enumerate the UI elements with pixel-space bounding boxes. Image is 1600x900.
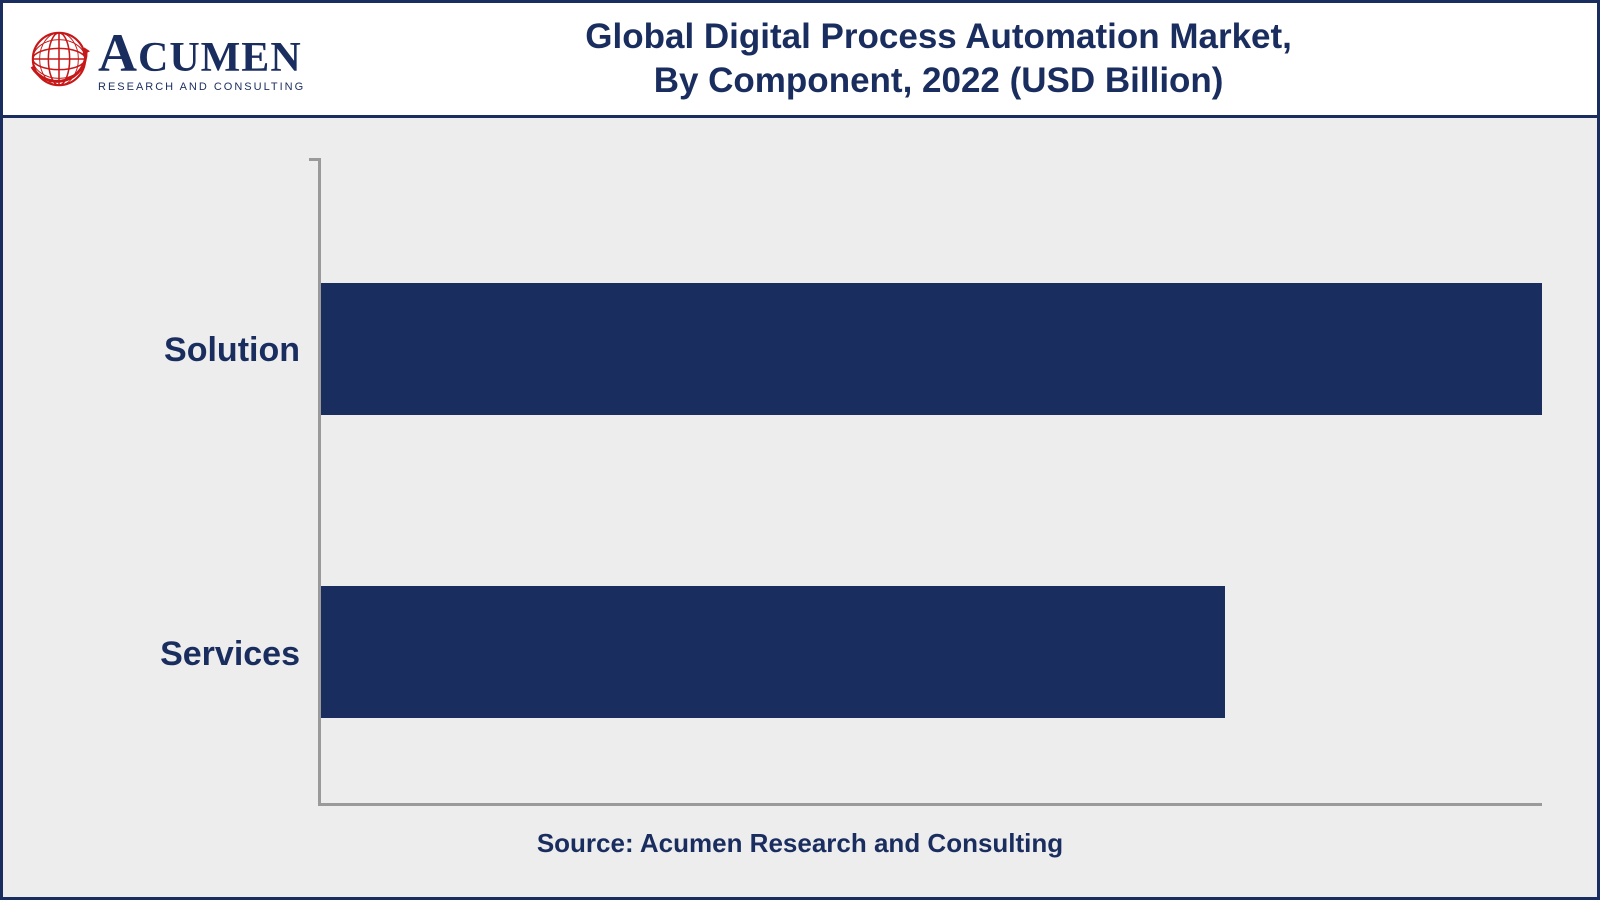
bar-services: [321, 586, 1225, 718]
globe-icon: [28, 28, 90, 90]
category-label: Solution: [164, 331, 300, 370]
bar-solution: [321, 283, 1542, 415]
chart-frame: ACUMEN RESEARCH AND CONSULTING Global Di…: [0, 0, 1600, 900]
logo-text: ACUMEN RESEARCH AND CONSULTING: [98, 26, 305, 93]
chart-title: Global Digital Process Automation Market…: [305, 15, 1572, 103]
title-line-1: Global Digital Process Automation Market…: [305, 15, 1572, 59]
source-attribution: Source: Acumen Research and Consulting: [58, 806, 1542, 877]
chart-region: Solution Services: [58, 158, 1542, 806]
header: ACUMEN RESEARCH AND CONSULTING Global Di…: [3, 3, 1597, 118]
y-axis-labels: Solution Services: [58, 158, 318, 806]
logo-sub-text: RESEARCH AND CONSULTING: [98, 82, 305, 93]
plot-area: [318, 158, 1542, 806]
logo: ACUMEN RESEARCH AND CONSULTING: [28, 26, 305, 93]
title-line-2: By Component, 2022 (USD Billion): [305, 59, 1572, 103]
logo-main-text: ACUMEN: [98, 26, 305, 80]
chart-body: Solution Services Source: Acumen Researc…: [3, 118, 1597, 897]
category-label: Services: [160, 635, 300, 674]
bar-row: [321, 269, 1542, 429]
bar-row: [321, 572, 1542, 732]
